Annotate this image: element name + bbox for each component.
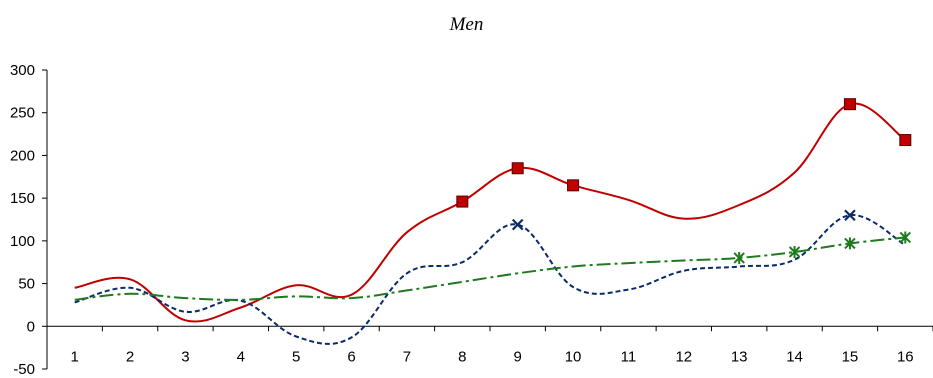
series-layer (74, 98, 912, 345)
x-tick-label: 15 (842, 348, 859, 365)
x-tick-label: 9 (514, 348, 522, 365)
x-tick-label: 2 (126, 348, 134, 365)
x-tick-label: 4 (237, 348, 245, 365)
x-tick-label: 8 (458, 348, 466, 365)
series-2 (74, 209, 906, 345)
y-tick-label: 150 (10, 190, 35, 207)
x-tick-label: 5 (292, 348, 300, 365)
y-tick-label: 300 (10, 62, 35, 79)
x-tick-label: 14 (786, 348, 803, 365)
data-point-marker (456, 195, 469, 208)
chart-title: Men (449, 14, 484, 35)
data-point-marker (511, 218, 524, 231)
x-tick-label: 13 (731, 348, 748, 365)
x-tick-label: 12 (675, 348, 692, 365)
x-tick-label: 3 (181, 348, 189, 365)
data-point-marker (733, 251, 745, 264)
x-tick-label: 11 (621, 348, 637, 365)
y-tick-label: 100 (10, 233, 35, 250)
y-tick-label: 250 (10, 105, 35, 122)
data-point-marker (844, 237, 856, 250)
x-tick-label: 1 (71, 348, 79, 365)
series-3-line (74, 236, 906, 301)
series-3 (74, 231, 912, 301)
data-point-marker (899, 134, 912, 147)
data-point-marker (511, 162, 524, 175)
data-point-marker (899, 231, 912, 244)
data-point-marker (844, 209, 856, 222)
data-point-marker (567, 179, 580, 192)
y-tick-label: 0 (27, 318, 35, 335)
y-tick-label: 50 (18, 276, 35, 293)
data-point-marker (788, 245, 801, 258)
series-2-line (74, 214, 906, 345)
x-tick-label: 16 (897, 348, 914, 365)
y-tick-label: 200 (10, 147, 35, 164)
series-1-line (74, 102, 906, 323)
data-point-marker (843, 98, 856, 111)
y-tick-label: -50 (13, 361, 35, 378)
x-tick-label: 10 (565, 348, 582, 365)
x-tick-label: 6 (347, 348, 355, 365)
x-tick-label: 7 (403, 348, 411, 365)
series-1 (74, 98, 912, 323)
